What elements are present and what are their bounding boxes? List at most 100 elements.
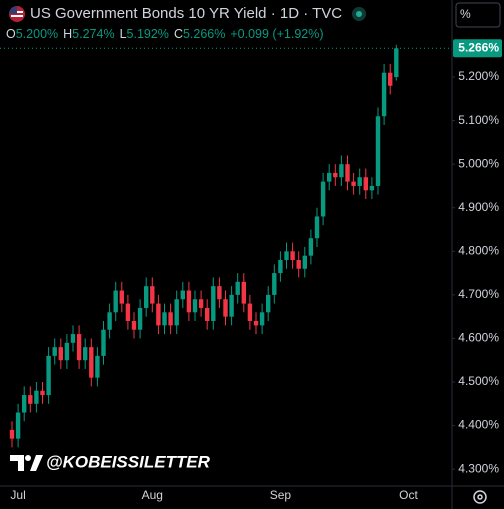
candle-body [388,72,393,86]
candle-body [339,164,344,178]
candle-body [15,412,21,439]
ohlc-key: H [63,27,72,41]
y-tick-label: 5.000% [458,156,499,170]
candle-body [205,307,210,322]
candle-body [113,290,118,313]
y-tick-label: 5.100% [458,113,499,127]
ohlc-header: O5.200% H5.274% L5.192% C5.266% +0.099 (+1.9… [6,27,324,41]
candle-body [9,429,15,439]
x-tick-label: Oct [399,488,418,502]
x-tick-label: Jul [10,488,25,502]
x-tick-label: Sep [270,488,292,502]
status-dot [356,11,362,17]
candle-body [217,286,222,300]
candle-body [46,355,51,396]
last-price-tag [453,39,502,58]
candle-body [76,334,82,361]
candle-body [52,347,57,356]
candle-body [156,303,161,326]
candle-body [266,294,271,313]
ohlc-value: 5.266% [183,27,225,41]
flag-icon [9,6,25,22]
y-tick-label: 5.200% [458,69,499,83]
candle-body [58,347,63,361]
candle-body [235,281,240,295]
ohlc-key: L [120,27,127,41]
candle-body [107,312,112,330]
watermark: @KOBEISSILETTER [46,452,211,471]
candle-body [320,181,326,217]
candle-body [28,395,33,404]
candle-body [290,251,295,261]
candle-body [168,312,173,326]
candle-body [278,260,283,274]
candle-body [369,185,375,191]
candle-body [375,116,381,186]
candle-body [89,347,94,378]
candle-body [296,260,301,269]
settings-icon[interactable] [473,490,487,504]
chart-title: US Government Bonds 10 YR Yield · 1D · T… [30,5,342,22]
y-tick-label: 4.700% [458,287,499,301]
ohlc-key: C [174,27,183,41]
candle-body [70,334,76,343]
candle-body [162,312,167,326]
candle-body [345,164,350,182]
watermark-logo [10,455,43,471]
candle-body [302,255,307,269]
ohlc-value: 5.274% [72,27,114,41]
candle-body [259,312,265,326]
candle-body [394,48,399,78]
y-tick-label: 4.600% [458,331,499,345]
ohlc-change: +0.099 (+1.92%) [230,27,323,41]
y-tick-label: 4.900% [458,200,499,214]
ohlc-value: 5.192% [127,27,169,41]
y-tick-label: 4.400% [458,418,499,432]
ohlc-value: 5.200% [16,27,58,41]
candle-body [327,172,332,182]
candle-body [95,355,100,378]
candle-body [357,177,362,186]
candle-body [186,290,192,313]
candle-body [247,303,253,322]
candle-body [351,181,356,186]
candle-body [272,273,277,295]
candle-body [241,281,246,304]
y-tick-label: 4.300% [458,461,499,475]
ohlc-text: O5.200% H5.274% L5.192% C5.266% +0.099 (+1.9… [6,27,324,41]
unit-button-label[interactable]: % [460,7,471,21]
y-tick-label: 4.800% [458,243,499,257]
candle-body [253,321,259,326]
candle-body [333,172,338,178]
ohlc-key: O [6,27,16,41]
candle-body [381,72,387,117]
candle-body [64,342,70,361]
candle-body [22,395,27,413]
candle-body [137,307,143,330]
candle-body [308,238,314,256]
candle-body [150,286,155,304]
candle-body [119,290,124,304]
candle-body [180,290,185,300]
candle-body [284,251,289,261]
candle-body [131,321,137,330]
x-tick-label: Aug [142,488,163,502]
candle-body [34,390,39,404]
candle-body [198,299,204,308]
candle-body [83,347,88,361]
candle-body [314,216,320,239]
candle-body [125,303,131,322]
y-tick-label: 4.500% [458,374,499,388]
candle-body [229,294,234,317]
last-price-label: 5.266% [458,40,499,54]
candle-body [192,299,198,313]
candle-body [144,286,149,308]
candle-body [223,299,228,317]
candle-body [174,299,179,326]
candle-body [363,177,368,191]
unit-button[interactable] [455,2,501,28]
candle-body [40,390,45,396]
